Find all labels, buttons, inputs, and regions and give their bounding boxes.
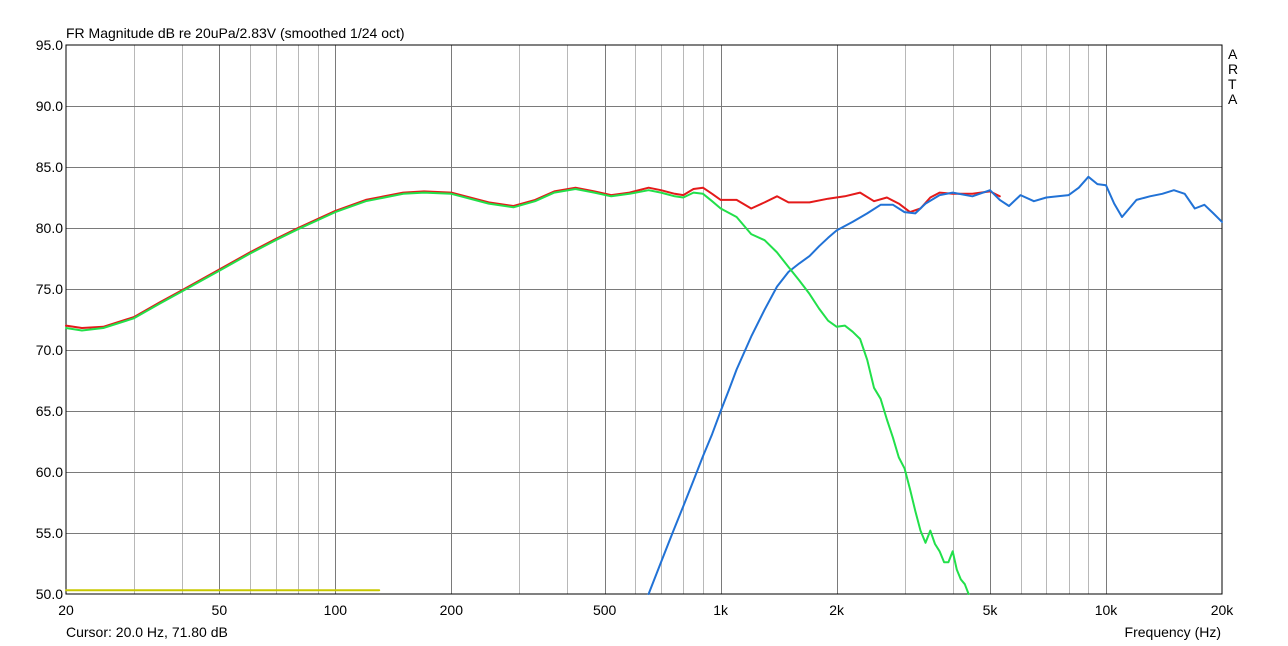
x-tick-label: 2k xyxy=(829,602,845,618)
x-axis-label: Frequency (Hz) xyxy=(1125,624,1221,640)
x-tick-label: 10k xyxy=(1095,602,1119,618)
x-tick-label: 1k xyxy=(713,602,729,618)
y-tick-label: 50.0 xyxy=(36,586,63,602)
x-tick-label: 20k xyxy=(1211,602,1235,618)
y-tick-label: 70.0 xyxy=(36,342,63,358)
series-layer xyxy=(65,175,1223,595)
y-tick-label: 95.0 xyxy=(36,37,63,53)
grid-layer xyxy=(66,45,1222,594)
watermark-letter: R xyxy=(1228,61,1238,77)
y-tick-label: 60.0 xyxy=(36,464,63,480)
arta-watermark: A R T A xyxy=(1228,46,1238,107)
chart-title: FR Magnitude dB re 20uPa/2.83V (smoothed… xyxy=(66,25,405,41)
plot-frame xyxy=(65,44,1223,595)
x-tick-label: 20 xyxy=(58,602,74,618)
x-tick-label: 5k xyxy=(983,602,999,618)
y-tick-label: 55.0 xyxy=(36,525,63,541)
x-tick-label: 100 xyxy=(324,602,348,618)
y-tick-label: 80.0 xyxy=(36,220,63,236)
cursor-readout: Cursor: 20.0 Hz, 71.80 dB xyxy=(66,624,228,640)
watermark-letter: T xyxy=(1228,76,1237,92)
watermark-letter: A xyxy=(1228,91,1238,107)
x-tick-label: 200 xyxy=(440,602,464,618)
series-line xyxy=(65,188,970,595)
series-line xyxy=(65,186,1001,329)
y-tick-label: 75.0 xyxy=(36,281,63,297)
y-tick-label: 90.0 xyxy=(36,98,63,114)
y-tick-label: 65.0 xyxy=(36,403,63,419)
x-tick-label: 500 xyxy=(593,602,617,618)
x-tick-label: 50 xyxy=(212,602,228,618)
y-tick-label: 85.0 xyxy=(36,159,63,175)
series-line xyxy=(647,175,1223,595)
watermark-letter: A xyxy=(1228,46,1238,62)
tick-labels-layer: 50.0 55.0 60.0 65.0 70.0 75.0 80.0 85.0 90.0 95.0… xyxy=(36,37,1235,618)
